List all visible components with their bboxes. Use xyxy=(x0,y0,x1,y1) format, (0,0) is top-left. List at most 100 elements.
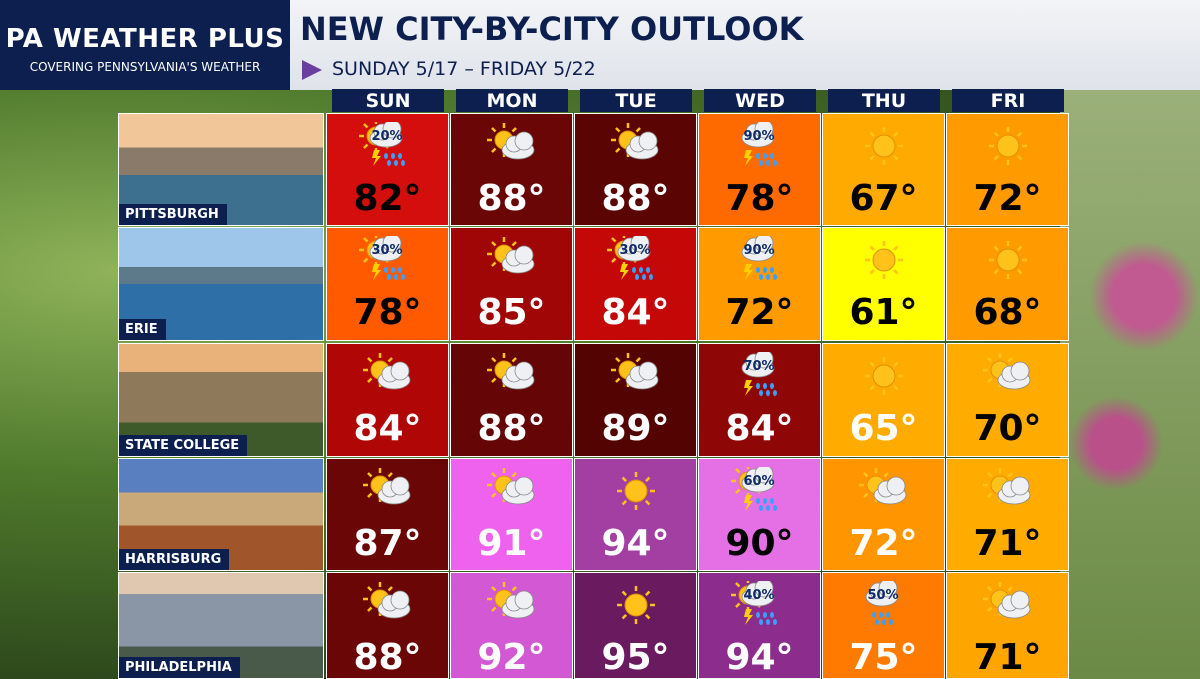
day-header: SUN xyxy=(332,89,444,112)
weather-icon xyxy=(487,123,535,160)
forecast-cell: 61° xyxy=(822,227,945,341)
forecast-cell: 72° xyxy=(822,458,945,571)
forecast-cell: 88° xyxy=(574,113,697,226)
forecast-cell: 90% 72° xyxy=(698,227,821,341)
temperature: 84° xyxy=(353,408,422,449)
weather-icon xyxy=(989,127,1027,165)
precip-chance: 90% xyxy=(743,243,774,258)
temperature: 67° xyxy=(849,178,918,219)
forecast-cell: 94° xyxy=(574,458,697,571)
forecast-cell: 85° xyxy=(450,227,573,341)
weather-icon xyxy=(487,582,535,619)
temperature: 85° xyxy=(477,292,546,333)
weather-icon xyxy=(989,241,1027,279)
city-name: HARRISBURG xyxy=(119,549,230,570)
brand-box: PA WEATHER PLUS COVERING PENNSYLVANIA'S … xyxy=(0,0,290,90)
temperature: 72° xyxy=(973,178,1042,219)
temperature: 87° xyxy=(353,523,422,564)
forecast-cell: 71° xyxy=(946,458,1069,571)
precip-chance: 90% xyxy=(743,129,774,144)
city-photo: PHILADELPHIA xyxy=(118,572,324,679)
forecast-cell: 67° xyxy=(822,113,945,226)
temperature: 84° xyxy=(601,292,670,333)
temperature: 88° xyxy=(477,408,546,449)
forecast-cell: 72° xyxy=(946,113,1069,226)
precip-chance: 40% xyxy=(743,588,774,603)
temperature: 94° xyxy=(725,637,794,678)
temperature: 95° xyxy=(601,637,670,678)
city-photo: STATE COLLEGE xyxy=(118,343,324,457)
precip-chance: 70% xyxy=(743,359,774,374)
day-header: MON xyxy=(456,89,568,112)
weather-icon: 90% xyxy=(741,122,777,166)
temperature: 71° xyxy=(973,523,1042,564)
weather-icon xyxy=(617,472,655,510)
weather-icon xyxy=(859,468,907,505)
weather-icon xyxy=(865,241,903,279)
temperature: 84° xyxy=(725,408,794,449)
temperature: 70° xyxy=(973,408,1042,449)
temperature: 88° xyxy=(477,178,546,219)
weather-icon xyxy=(487,353,535,390)
forecast-cell: 88° xyxy=(326,572,449,679)
forecast-cell: 50% 75° xyxy=(822,572,945,679)
forecast-cell: 70% 84° xyxy=(698,343,821,457)
weather-icon xyxy=(363,353,411,390)
title-bar: NEW CITY-BY-CITY OUTLOOK SUNDAY 5/17 – F… xyxy=(290,0,1200,90)
temperature: 92° xyxy=(477,637,546,678)
weather-icon xyxy=(487,468,535,505)
temperature: 88° xyxy=(601,178,670,219)
forecast-cell: 68° xyxy=(946,227,1069,341)
temperature: 88° xyxy=(353,637,422,678)
precip-chance: 60% xyxy=(743,474,774,489)
forecast-cell: 40% 94° xyxy=(698,572,821,679)
weather-icon: 60% xyxy=(731,467,777,511)
forecast-cell: 30% 84° xyxy=(574,227,697,341)
day-header: THU xyxy=(828,89,940,112)
title: NEW CITY-BY-CITY OUTLOOK xyxy=(300,10,804,48)
forecast-cell: 88° xyxy=(450,113,573,226)
city-name: ERIE xyxy=(119,319,166,340)
weather-icon xyxy=(617,586,655,624)
background-foliage xyxy=(1060,90,1200,679)
precip-chance: 30% xyxy=(619,243,650,258)
temperature: 89° xyxy=(601,408,670,449)
city-name: PHILADELPHIA xyxy=(119,657,240,678)
weather-icon xyxy=(611,353,659,390)
temperature: 61° xyxy=(849,292,918,333)
city-name: STATE COLLEGE xyxy=(119,435,248,456)
city-photo: PITTSBURGH xyxy=(118,113,324,226)
forecast-cell: 88° xyxy=(450,343,573,457)
forecast-cell: 89° xyxy=(574,343,697,457)
weather-icon xyxy=(611,123,659,160)
city-name: PITTSBURGH xyxy=(119,204,227,225)
weather-icon: 70% xyxy=(741,352,777,396)
weather-icon: 30% xyxy=(359,236,405,280)
temperature: 65° xyxy=(849,408,918,449)
weather-icon xyxy=(983,468,1031,505)
forecast-cell: 84° xyxy=(326,343,449,457)
weather-icon xyxy=(363,582,411,619)
weather-icon xyxy=(983,582,1031,619)
weather-icon: 50% xyxy=(865,581,899,625)
forecast-cell: 95° xyxy=(574,572,697,679)
city-photo: ERIE xyxy=(118,227,324,341)
brand-tagline: COVERING PENNSYLVANIA'S WEATHER xyxy=(29,60,261,74)
temperature: 78° xyxy=(353,292,422,333)
forecast-cell: 20% 82° xyxy=(326,113,449,226)
temperature: 91° xyxy=(477,523,546,564)
forecast-cell: 91° xyxy=(450,458,573,571)
brand-name: PA WEATHER PLUS xyxy=(5,24,285,54)
temperature: 71° xyxy=(973,637,1042,678)
weather-icon: 20% xyxy=(359,122,405,166)
temperature: 72° xyxy=(849,523,918,564)
temperature: 94° xyxy=(601,523,670,564)
forecast-cell: 60% 90° xyxy=(698,458,821,571)
forecast-cell: 87° xyxy=(326,458,449,571)
weather-icon xyxy=(487,237,535,274)
day-header: FRI xyxy=(952,89,1064,112)
temperature: 68° xyxy=(973,292,1042,333)
weather-icon: 40% xyxy=(731,581,777,625)
city-photo: HARRISBURG xyxy=(118,458,324,571)
